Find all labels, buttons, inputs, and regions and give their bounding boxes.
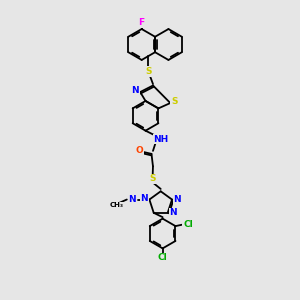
Text: N: N xyxy=(173,195,181,204)
Text: N: N xyxy=(169,208,177,217)
Text: Cl: Cl xyxy=(183,220,193,229)
Text: N: N xyxy=(132,86,139,95)
Text: S: S xyxy=(149,174,156,183)
Text: Cl: Cl xyxy=(158,254,167,262)
Text: NH: NH xyxy=(153,134,169,143)
Text: CH₃: CH₃ xyxy=(110,202,124,208)
Text: methyl: methyl xyxy=(130,199,135,200)
Text: N: N xyxy=(140,194,148,203)
Text: F: F xyxy=(139,18,145,27)
Text: O: O xyxy=(135,146,143,155)
Text: S: S xyxy=(171,97,178,106)
Text: N: N xyxy=(128,195,136,204)
Text: S: S xyxy=(145,67,152,76)
